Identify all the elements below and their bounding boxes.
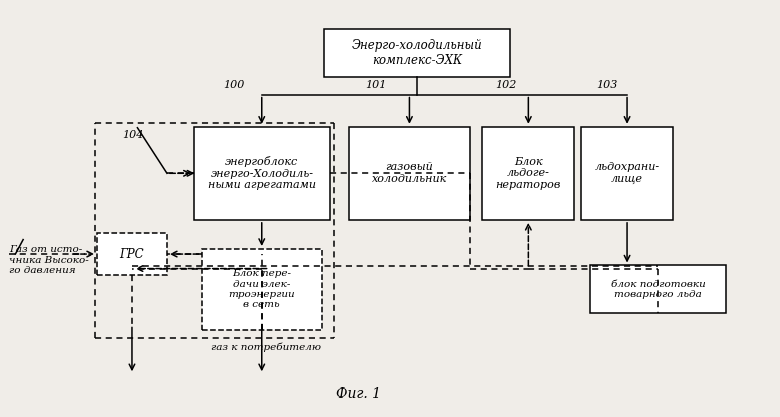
Text: газ к потребителю: газ к потребителю xyxy=(211,342,321,352)
Text: Блок
льдоге-
нераторов: Блок льдоге- нераторов xyxy=(495,157,561,190)
Text: 100: 100 xyxy=(223,80,244,90)
Bar xyxy=(581,127,673,220)
Bar xyxy=(201,249,322,330)
Text: Газ от исто-
чника Высоко-
го давления: Газ от исто- чника Высоко- го давления xyxy=(9,245,89,275)
Text: льдохрани-
лище: льдохрани- лище xyxy=(594,162,660,184)
Bar xyxy=(97,234,167,275)
Text: 103: 103 xyxy=(596,80,617,90)
Text: 101: 101 xyxy=(365,80,387,90)
Text: энергоблокс
энерго-Холодиль-
ными агрегатами: энергоблокс энерго-Холодиль- ными агрега… xyxy=(207,156,316,191)
Text: 102: 102 xyxy=(495,80,516,90)
Text: газовый
холодильник: газовый холодильник xyxy=(372,163,447,184)
Text: блок подготовки
товарного льда: блок подготовки товарного льда xyxy=(611,279,706,299)
Bar xyxy=(483,127,574,220)
Bar xyxy=(590,266,726,313)
Bar xyxy=(193,127,330,220)
Text: ГРС: ГРС xyxy=(119,248,144,261)
Bar xyxy=(324,29,510,77)
Text: Фиг. 1: Фиг. 1 xyxy=(336,387,381,401)
Text: 104: 104 xyxy=(122,130,144,140)
Bar xyxy=(349,127,470,220)
Text: Блок пере-
дачи элек-
троэнергии
в сеть: Блок пере- дачи элек- троэнергии в сеть xyxy=(229,269,295,309)
Text: Энерго-холодильный
комплекс-ЭХК: Энерго-холодильный комплекс-ЭХК xyxy=(352,39,483,67)
